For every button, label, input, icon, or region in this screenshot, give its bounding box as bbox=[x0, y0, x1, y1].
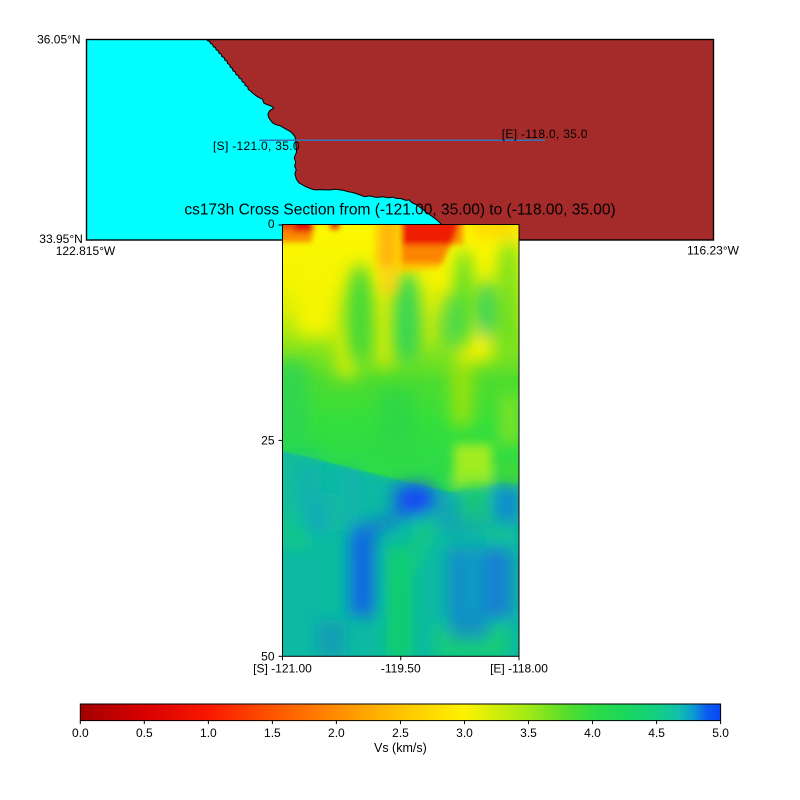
svg-text:cs173h Cross Section from (-12: cs173h Cross Section from (-121.00, 35.0… bbox=[184, 202, 615, 219]
svg-text:5.0: 5.0 bbox=[712, 726, 729, 740]
svg-text:0.5: 0.5 bbox=[136, 726, 153, 740]
svg-text:2.0: 2.0 bbox=[328, 726, 345, 740]
svg-text:-119.50: -119.50 bbox=[381, 661, 421, 675]
svg-text:0: 0 bbox=[268, 217, 275, 231]
svg-text:116.23°W: 116.23°W bbox=[687, 243, 740, 257]
svg-text:Vs (km/s): Vs (km/s) bbox=[374, 741, 427, 755]
svg-text:33.95°N: 33.95°N bbox=[39, 232, 83, 246]
svg-text:3.5: 3.5 bbox=[520, 726, 537, 740]
svg-text:4.0: 4.0 bbox=[584, 726, 601, 740]
svg-text:50: 50 bbox=[261, 649, 275, 663]
svg-text:[S] -121.00: [S] -121.00 bbox=[253, 661, 312, 675]
svg-text:25: 25 bbox=[261, 434, 275, 448]
svg-text:4.5: 4.5 bbox=[648, 726, 665, 740]
svg-text:122.815°W: 122.815°W bbox=[56, 244, 116, 258]
svg-text:1.5: 1.5 bbox=[264, 726, 281, 740]
svg-text:[S] -121.0, 35.0: [S] -121.0, 35.0 bbox=[213, 139, 300, 153]
svg-text:[E] -118.0, 35.0: [E] -118.0, 35.0 bbox=[502, 127, 588, 141]
svg-text:36.05°N: 36.05°N bbox=[37, 33, 81, 47]
svg-text:3.0: 3.0 bbox=[456, 726, 473, 740]
svg-text:[E] -118.00: [E] -118.00 bbox=[490, 661, 548, 675]
svg-text:1.0: 1.0 bbox=[200, 726, 217, 740]
svg-text:2.5: 2.5 bbox=[392, 726, 409, 740]
svg-text:0.0: 0.0 bbox=[72, 726, 89, 740]
